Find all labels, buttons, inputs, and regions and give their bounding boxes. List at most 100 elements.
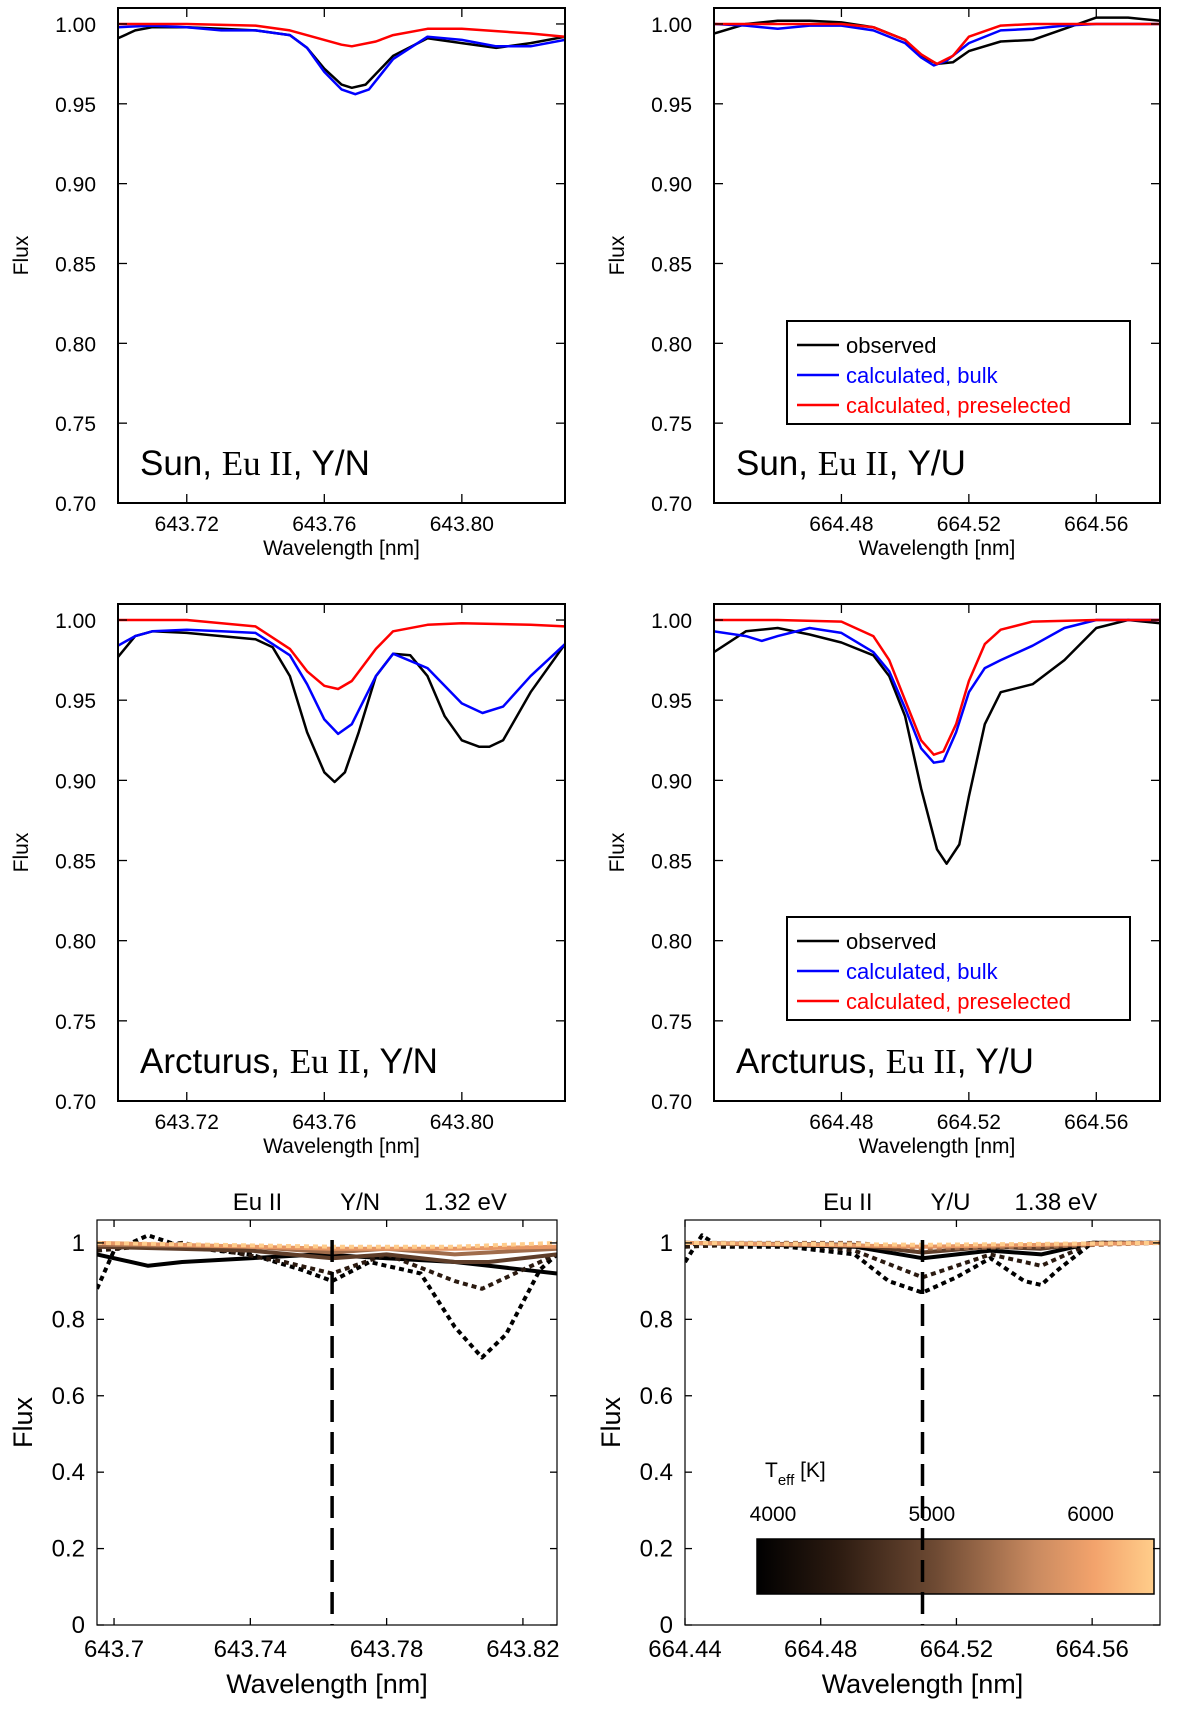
annotation-ion: Eu II: [233, 1189, 282, 1216]
y-tick-label: 0.95: [651, 94, 692, 117]
y-tick-label: 1.00: [651, 610, 692, 633]
panel-title: Arcturus, Eu II, Y/U: [736, 1042, 1034, 1081]
x-tick-label: 664.48: [809, 513, 873, 536]
y-tick-label: 0.75: [55, 1011, 96, 1034]
line-annotation: Eu II Y/N 1.32 eV: [233, 1189, 507, 1216]
y-tick-label: 0.85: [651, 851, 692, 874]
panel-sun-yn: 643.72 643.76 643.80 0.70 0.75 0.80 0.85 0.90 0.…: [10, 7, 566, 560]
legend-label: calculated, bulk: [846, 363, 999, 388]
y-tick-label: 0.95: [651, 690, 692, 713]
colorbar-tick-label: 4000: [750, 1503, 797, 1526]
y-tick-label: 0.8: [52, 1306, 85, 1333]
y-tick-label: 1.00: [55, 610, 96, 633]
x-axis-label: Wavelength [nm]: [226, 1669, 428, 1699]
y-tick-label: 0.90: [55, 174, 96, 197]
x-axis-label: Wavelength [nm]: [263, 1135, 420, 1158]
series-line: [97, 1240, 557, 1249]
y-tick-label: 0.95: [55, 690, 96, 713]
x-axis-label: Wavelength [nm]: [859, 537, 1016, 560]
series-line: [118, 24, 565, 96]
panel-teff-yu: 4000 5000 6000 Teff [K] 664.44 664.48 664.52 66…: [596, 1189, 1161, 1699]
annotation-flag: Y/N: [340, 1189, 380, 1216]
legend-label: calculated, preselected: [846, 989, 1071, 1014]
series-line: [714, 22, 1160, 66]
series-line: [118, 628, 565, 736]
series-line: [714, 618, 1160, 756]
colorbar-tick-label: 6000: [1067, 1503, 1114, 1526]
x-tick-label: 643.7: [84, 1636, 144, 1663]
legend-label: observed: [846, 929, 937, 954]
y-tick-label: 1: [660, 1230, 673, 1257]
series-line: [714, 618, 1160, 764]
y-tick-label: 0.85: [55, 253, 96, 276]
axes-frame: [684, 1219, 1161, 1626]
legend-label: calculated, preselected: [846, 393, 1071, 418]
axes-frame: [713, 603, 1161, 1102]
colorbar: 4000 5000 6000 Teff [K]: [750, 1459, 1155, 1595]
y-tick-label: 0.2: [52, 1536, 85, 1563]
y-tick-label: 0.70: [651, 493, 692, 516]
x-tick-label: 643.82: [486, 1636, 559, 1663]
y-tick-label: 0.80: [55, 931, 96, 954]
x-tick-label: 664.52: [937, 1111, 1001, 1134]
x-tick-label: 643.76: [292, 513, 356, 536]
y-tick-label: 0.75: [651, 413, 692, 436]
legend: observed calculated, bulk calculated, pres…: [786, 320, 1131, 425]
legend: observed calculated, bulk calculated, pres…: [786, 916, 1131, 1021]
colorbar-gradient: [756, 1538, 1155, 1595]
y-tick-label: 0.90: [651, 770, 692, 793]
annotation-flag: Y/U: [930, 1189, 970, 1216]
colorbar-tick-label: 5000: [908, 1503, 955, 1526]
axes-frame: [117, 603, 566, 1102]
y-tick-label: 0.80: [651, 931, 692, 954]
y-axis-label: Flux: [606, 235, 629, 275]
panel-arcturus-yu: 664.48 664.52 664.56 0.70 0.75 0.80 0.85 0.90 0.…: [606, 603, 1161, 1158]
x-tick-label: 643.80: [430, 1111, 494, 1134]
y-axis-label: Flux: [10, 235, 33, 275]
y-tick-label: 0.95: [55, 94, 96, 117]
y-tick-label: 0: [660, 1612, 673, 1639]
legend-box: [786, 320, 1131, 425]
y-tick-label: 0.70: [55, 493, 96, 516]
y-tick-label: 0.6: [640, 1383, 673, 1410]
y-tick-label: 0.70: [55, 1091, 96, 1114]
y-tick-label: 0.75: [651, 1011, 692, 1034]
x-axis-label: Wavelength [nm]: [822, 1669, 1024, 1699]
y-tick-label: 0.75: [55, 413, 96, 436]
x-tick-label: 664.56: [1064, 1111, 1128, 1134]
panel-title: Sun, Eu II, Y/U: [736, 444, 966, 483]
series-line: [97, 1233, 557, 1360]
x-tick-label: 643.72: [155, 1111, 219, 1134]
y-axis-label: Flux: [10, 832, 33, 872]
y-tick-label: 0.8: [640, 1306, 673, 1333]
panel-arcturus-yn: 643.72 643.76 643.80 0.70 0.75 0.80 0.85 0.90 0.…: [10, 603, 566, 1158]
x-tick-label: 643.78: [350, 1636, 423, 1663]
x-axis-label: Wavelength [nm]: [859, 1135, 1016, 1158]
panel-sun-yu: 664.48 664.52 664.56 0.70 0.75 0.80 0.85 0.90 0.…: [606, 7, 1161, 560]
panel-teff-yn: 643.7 643.74 643.78 643.82 0 0.2 0.4 0.6 0.8 1 Wav…: [8, 1189, 560, 1699]
y-tick-label: 0.85: [55, 851, 96, 874]
x-tick-label: 664.48: [784, 1636, 857, 1663]
y-tick-label: 0.85: [651, 253, 692, 276]
axes-frame: [117, 7, 566, 504]
series-line: [118, 618, 565, 691]
panel-title: Arcturus, Eu II, Y/N: [140, 1042, 438, 1081]
series-line: [714, 618, 1160, 865]
y-tick-label: 0.4: [52, 1459, 85, 1486]
y-axis-label: Flux: [596, 1397, 626, 1449]
y-tick-label: 0.80: [651, 333, 692, 356]
panel-title: Sun, Eu II, Y/N: [140, 444, 370, 483]
x-tick-label: 643.76: [292, 1111, 356, 1134]
y-tick-label: 1.00: [651, 14, 692, 37]
y-tick-label: 1: [72, 1230, 85, 1257]
axes-frame: [96, 1219, 558, 1626]
y-tick-label: 0.2: [640, 1536, 673, 1563]
x-tick-label: 664.56: [1064, 513, 1128, 536]
x-tick-label: 664.44: [648, 1636, 721, 1663]
legend-label: calculated, bulk: [846, 959, 999, 984]
colorbar-label: Teff [K]: [765, 1459, 826, 1489]
y-tick-label: 0.4: [640, 1459, 673, 1486]
y-axis-label: Flux: [606, 832, 629, 872]
line-annotation: Eu II Y/U 1.38 eV: [823, 1189, 1097, 1216]
